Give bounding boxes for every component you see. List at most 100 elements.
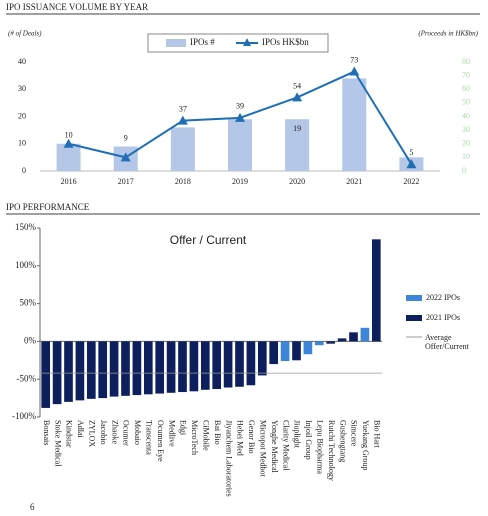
x-tick-label: Jiyanchem Laboratories <box>224 420 233 497</box>
bar <box>56 143 81 171</box>
x-tick-label: 2021 <box>346 177 362 186</box>
marker <box>406 159 417 169</box>
bar <box>342 78 367 171</box>
y-tick-label: 10 <box>18 139 26 148</box>
x-tick-label: Transcenta <box>144 420 153 455</box>
y-tick-label: 20 <box>18 111 26 120</box>
legend-label: 2021 IPOs <box>426 313 460 322</box>
y2-tick-label: 70 <box>462 70 470 79</box>
bar <box>257 341 267 376</box>
marker <box>235 112 245 122</box>
page-number: 6 <box>30 502 35 512</box>
x-tick-label: Clarity Medical <box>281 420 290 471</box>
subtitle: Offer / Current <box>170 233 247 247</box>
data-label: 54 <box>293 81 301 90</box>
y-tick-label: 0 <box>22 166 26 175</box>
y2-tick-label: 10 <box>462 152 470 161</box>
x-tick-label: Injoil Group <box>304 420 313 460</box>
x-tick-label: 2020 <box>289 177 305 186</box>
y2-tick-label: 60 <box>462 84 470 93</box>
data-label: 37 <box>179 104 187 113</box>
x-tick-label: Adlai <box>76 420 85 439</box>
y2-tick-label: 40 <box>462 111 470 120</box>
bar <box>371 239 381 342</box>
bar <box>189 341 199 392</box>
bar <box>121 341 130 396</box>
y2-tick-label: 80 <box>462 57 470 66</box>
data-label: 19 <box>293 124 301 133</box>
x-tick-label: Micropot Medbot <box>258 420 267 477</box>
x-tick-label: Yonghe Medical <box>270 420 279 474</box>
bar <box>109 341 119 397</box>
bar <box>349 332 358 342</box>
marker <box>120 152 131 162</box>
bar <box>280 341 290 362</box>
y2-label: (Proceeds in HK$bn) <box>418 30 478 38</box>
y-tick-label: 150% <box>15 222 37 232</box>
x-tick-label: 2018 <box>175 177 191 186</box>
x-tick-label: Edgi <box>179 420 188 436</box>
bar <box>326 341 336 344</box>
x-tick-label: Stoke Medical <box>53 420 62 467</box>
x-tick-label: Mobaio <box>133 420 142 445</box>
bar <box>228 119 252 171</box>
x-tick-label: 2019 <box>232 177 248 186</box>
x-tick-label: Lepu Biopharma <box>315 420 324 474</box>
y-tick-label: 100% <box>15 260 37 270</box>
marker <box>177 115 188 125</box>
bar <box>292 341 301 361</box>
x-tick-label: Zhaoke <box>110 420 119 444</box>
x-tick-label: Ocumen Eye <box>156 420 165 462</box>
data-label: 5 <box>409 148 413 157</box>
y-tick-label: 0% <box>24 335 37 345</box>
bar <box>314 341 324 346</box>
bar <box>235 341 244 387</box>
y-label: (# of Deals) <box>8 30 42 38</box>
bar <box>246 341 256 386</box>
x-tick-label: Yuekang Group <box>361 420 370 470</box>
y2-tick-label: 50 <box>462 98 470 107</box>
x-tick-label: Jacobio <box>99 420 108 444</box>
bar <box>64 341 73 402</box>
x-tick-label: Simcere <box>350 420 359 447</box>
y-tick-label: -100% <box>12 411 36 421</box>
bar <box>303 341 313 355</box>
bar <box>269 341 279 365</box>
bar <box>337 338 347 342</box>
x-tick-label: 2016 <box>61 177 77 186</box>
bar <box>143 341 153 395</box>
legend-label: IPOs HK$bn <box>262 37 309 47</box>
x-tick-label: ZYLOX <box>87 420 96 447</box>
x-tick-label: CiMobile <box>201 420 210 451</box>
y-tick-label: 30 <box>18 84 26 93</box>
x-tick-label: Bonsais <box>42 420 51 445</box>
x-tick-label: 2017 <box>118 177 134 186</box>
bar <box>98 341 108 399</box>
bar <box>132 341 142 396</box>
x-tick-label: Ruichi Technology <box>327 420 336 481</box>
chart-title: IPO PERFORMANCE <box>6 202 90 212</box>
y2-tick-label: 30 <box>462 125 470 134</box>
marker <box>292 92 303 102</box>
bar <box>166 341 176 393</box>
bar <box>86 341 96 399</box>
y-tick-label: 50% <box>20 298 37 308</box>
x-tick-label: Jiuplight <box>293 420 302 449</box>
bar <box>170 127 195 171</box>
bar <box>285 119 310 171</box>
legend-swatch <box>406 315 422 321</box>
x-tick-label: Ocumer <box>122 420 131 446</box>
x-tick-label: Kindstar <box>65 420 74 448</box>
x-tick-label: Medlive <box>167 420 176 447</box>
legend-swatch <box>406 295 422 301</box>
y-tick-label: -50% <box>17 373 37 383</box>
y2-tick-label: 20 <box>462 139 470 148</box>
y-tick-label: 40 <box>18 57 26 66</box>
legend-label: IPOs # <box>190 37 215 47</box>
legend-swatch <box>166 39 186 47</box>
x-tick-label: Bio Hart <box>372 420 381 449</box>
bar <box>223 341 233 388</box>
x-tick-label: Hebei Med <box>236 420 245 456</box>
